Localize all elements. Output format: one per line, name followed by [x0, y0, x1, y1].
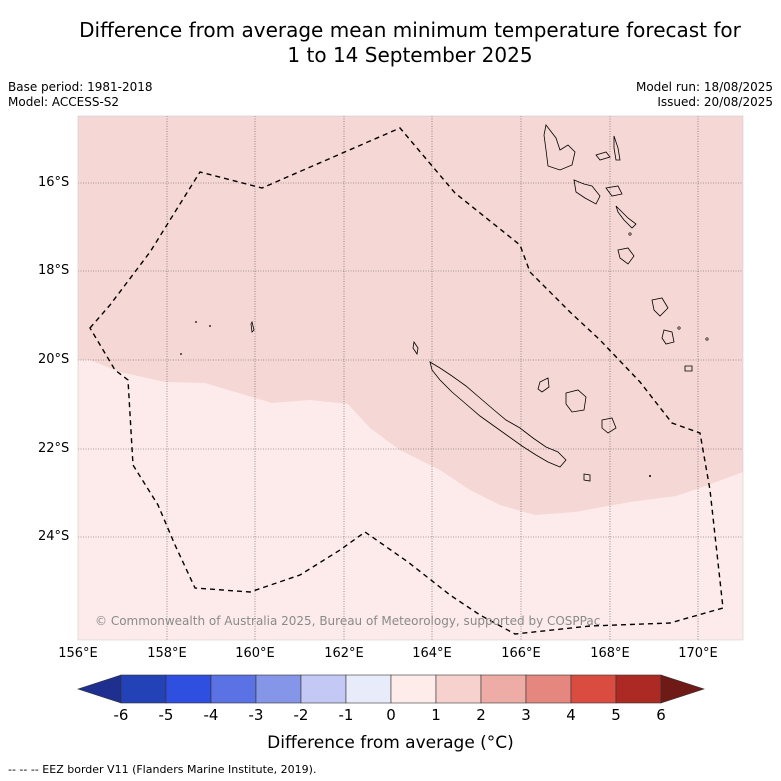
colorbar-segment [390, 674, 437, 704]
aneityum [684, 365, 693, 372]
colorbar-extend-low [77, 674, 122, 704]
isle-of-pines [583, 473, 591, 482]
colorbar-segment [480, 674, 527, 704]
islet [628, 232, 632, 236]
colorbar-tick: -2 [293, 706, 309, 724]
chesterfield-islet [250, 320, 255, 333]
maewo-pentecost [613, 135, 621, 161]
colorbar-tick: 6 [656, 706, 666, 724]
lon-label-156e: 156°E [58, 646, 98, 661]
colorbar-tick: 5 [611, 706, 621, 724]
colorbar-tick: 2 [476, 706, 486, 724]
islet [677, 326, 681, 330]
lat-label-18s: 18°S [38, 263, 70, 278]
ouvea-island [537, 377, 550, 393]
efate [617, 247, 635, 265]
anomaly-region-1-2 [78, 116, 743, 515]
lat-label-16s: 16°S [38, 175, 70, 190]
map-frame [77, 115, 744, 641]
lat-label-20s: 20°S [38, 352, 70, 367]
islet [180, 353, 182, 355]
ambae [595, 151, 611, 161]
colorbar-segment [615, 674, 662, 704]
base-period: Base period: 1981-2018 [8, 80, 153, 94]
colorbar-segment [435, 674, 482, 704]
lon-label-168e: 168°E [590, 646, 630, 661]
ambrym [605, 185, 623, 197]
colorbar-tick: 3 [521, 706, 531, 724]
islet [195, 321, 197, 323]
colorbar-tick: 4 [566, 706, 576, 724]
lon-label-162e: 162°E [324, 646, 364, 661]
model-run: Model run: 18/08/2025 [635, 80, 773, 94]
lat-label-22s: 22°S [38, 441, 70, 456]
colorbar-segment [570, 674, 617, 704]
meta-left: Base period: 1981-2018 Model: ACCESS-S2 [8, 80, 153, 110]
tanna [661, 329, 675, 345]
erromango [651, 297, 669, 317]
colorbar-tick: 1 [431, 706, 441, 724]
copyright-notice: © Commonwealth of Australia 2025, Bureau… [95, 614, 601, 628]
islet [209, 325, 211, 327]
espiritu-santo [543, 124, 576, 171]
meta-right: Model run: 18/08/2025 Issued: 20/08/2025 [636, 80, 773, 110]
lon-label-166e: 166°E [501, 646, 541, 661]
islet [705, 337, 709, 341]
epi-islands [615, 205, 637, 229]
title-line-2: 1 to 14 September 2025 [287, 43, 533, 67]
model-name: Model: ACCESS-S2 [8, 95, 120, 109]
colorbar-tick: 0 [386, 706, 396, 724]
eez-border [89, 127, 724, 635]
colorbar-tick: -6 [113, 706, 129, 724]
mare-island [601, 417, 617, 434]
lon-label-170e: 170°E [678, 646, 718, 661]
new-caledonia-island [429, 361, 567, 468]
colorbar-tick: -3 [248, 706, 264, 724]
lon-label-164e: 164°E [412, 646, 452, 661]
islet [649, 475, 651, 477]
colorbar-segment [165, 674, 212, 704]
colorbar-segment [345, 674, 392, 704]
eez-legend-note: -- -- -- EEZ border V11 (Flanders Marine… [8, 763, 317, 776]
lon-label-160e: 160°E [235, 646, 275, 661]
colorbar-tick: -5 [158, 706, 174, 724]
graticule [78, 116, 743, 640]
lifou-island [565, 389, 587, 413]
colorbar-segment [210, 674, 257, 704]
colorbar-segment [255, 674, 302, 704]
colorbar [77, 674, 705, 704]
colorbar-segment [525, 674, 572, 704]
colorbar-extend-high [660, 674, 705, 704]
colorbar-tick: -4 [203, 706, 219, 724]
map-title: Difference from average mean minimum tem… [0, 18, 781, 68]
lat-label-24s: 24°S [38, 529, 70, 544]
colorbar-tick: -1 [338, 706, 354, 724]
lon-label-158e: 158°E [147, 646, 187, 661]
colorbar-segment [300, 674, 347, 704]
title-line-1: Difference from average mean minimum tem… [79, 18, 741, 42]
colorbar-segment [120, 674, 167, 704]
issued-date: Issued: 20/08/2025 [657, 95, 773, 109]
malekula [573, 179, 601, 205]
belep-islands [412, 340, 419, 356]
colorbar-title: Difference from average (°C) [267, 733, 514, 753]
